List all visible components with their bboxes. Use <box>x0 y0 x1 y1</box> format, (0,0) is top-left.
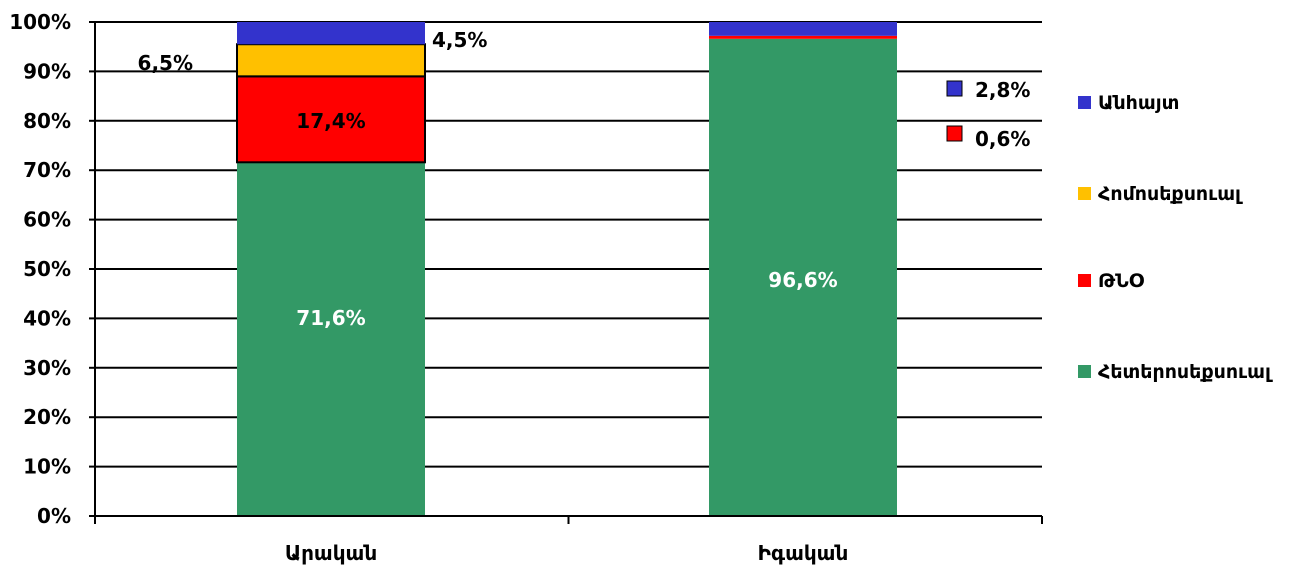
bar-segment <box>709 38 897 517</box>
legend-label: ԹՆՕ <box>1098 270 1145 292</box>
bar-segment <box>709 22 897 36</box>
y-tick-label: 80% <box>23 109 71 133</box>
y-tick-label: 90% <box>23 59 71 83</box>
y-tick-label: 40% <box>23 306 71 330</box>
bars <box>236 22 897 517</box>
axes <box>94 22 1043 524</box>
bar-segment <box>709 35 897 39</box>
y-axis-ticks: 0% 10% 20% 30% 40% 50% 60% 70% 80% 90% 100% <box>9 10 71 528</box>
y-tick-label: 70% <box>23 158 71 182</box>
data-label: 96,6% <box>768 268 837 292</box>
y-tick-label: 60% <box>23 208 71 232</box>
y-tick-label: 100% <box>9 10 71 34</box>
data-label: 71,6% <box>296 306 365 330</box>
label-key-swatch <box>946 125 963 142</box>
bar-segment <box>237 162 425 516</box>
x-axis-categories: Արական Իգական <box>285 541 849 565</box>
y-tick-label: 20% <box>23 405 71 429</box>
legend-label: Հետերոսեքսուալ <box>1098 361 1273 383</box>
data-label: 4,5% <box>432 28 487 52</box>
label-key-swatch <box>946 80 963 97</box>
gridlines <box>89 21 1042 517</box>
y-tick-label: 10% <box>23 455 71 479</box>
x-category-label: Արական <box>285 541 377 565</box>
legend-swatch <box>1078 187 1091 200</box>
legend-swatch <box>1078 365 1091 378</box>
legend-label: Հոմոսեքսուալ <box>1098 183 1243 205</box>
data-label: 0,6% <box>975 127 1030 151</box>
y-tick-label: 50% <box>23 257 71 281</box>
bar-segment <box>237 22 425 45</box>
data-labels: 71,6% 17,4% 6,5% 4,5% 96,6% 0,6% 2,8% <box>138 28 1031 330</box>
data-label: 17,4% <box>296 109 365 133</box>
y-tick-label: 30% <box>23 356 71 380</box>
legend: Անհայտ Հոմոսեքսուալ ԹՆՕ Հետերոսեքսուալ <box>1078 92 1273 383</box>
x-category-label: Իգական <box>758 541 849 565</box>
bar-segment <box>236 43 426 78</box>
legend-swatch <box>1078 274 1091 287</box>
legend-swatch <box>1078 96 1091 109</box>
y-tick-label: 0% <box>37 504 71 528</box>
bar-segment <box>236 75 426 164</box>
data-label: 2,8% <box>975 78 1030 102</box>
data-label: 6,5% <box>138 51 193 75</box>
legend-label: Անհայտ <box>1098 92 1179 114</box>
